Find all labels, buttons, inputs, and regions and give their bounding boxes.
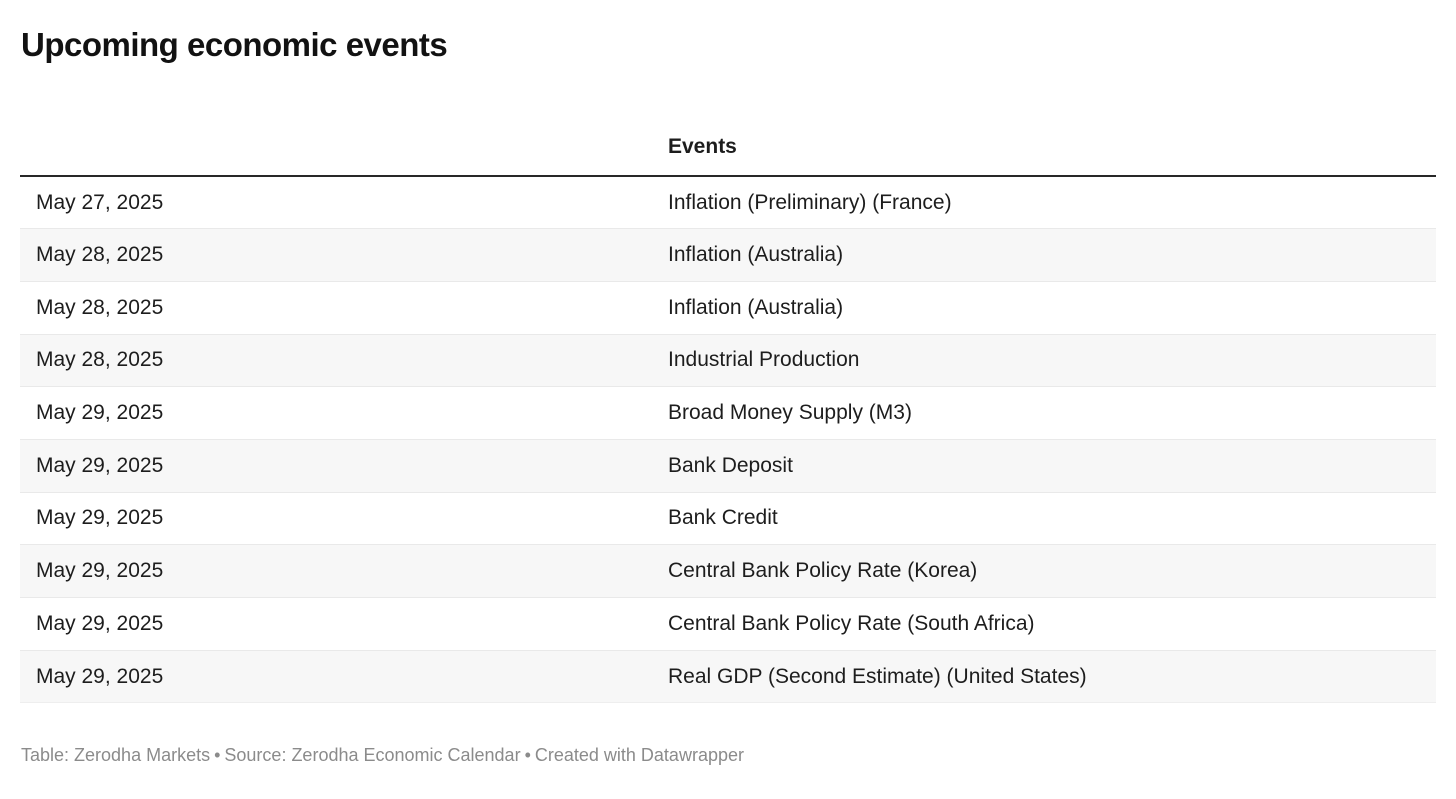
header-row: Events — [20, 108, 1436, 177]
table-header: Events — [20, 108, 1436, 177]
event-cell: Central Bank Policy Rate (South Africa) — [652, 597, 1436, 651]
event-cell: Inflation (Australia) — [652, 228, 1436, 282]
date-cell: May 29, 2025 — [20, 438, 652, 493]
date-cell: May 29, 2025 — [20, 491, 652, 545]
event-cell: Inflation (Preliminary) (France) — [668, 190, 952, 214]
page-title: Upcoming economic events — [21, 26, 448, 63]
date-cell: May 28, 2025 — [20, 280, 652, 335]
event-cell: Inflation (Australia) — [652, 280, 1436, 335]
date-cell: May 28, 2025 — [20, 228, 652, 282]
table-row: May 28, 2025 Industrial Production — [20, 333, 1436, 387]
table-row: May 29, 2025 Bank Deposit — [20, 438, 1436, 493]
table-row: May 28, 2025 Inflation (Australia) — [20, 280, 1436, 335]
date-cell: May 29, 2025 — [20, 649, 652, 704]
event-cell: Industrial Production — [652, 333, 1436, 387]
table-row: May 29, 2025 Central Bank Policy Rate (S… — [20, 597, 1436, 651]
table-credit: Table: Zerodha Markets — [21, 745, 211, 766]
date-cell: May 28, 2025 — [20, 333, 652, 387]
separator-bullet: • — [214, 745, 221, 766]
event-cell: Broad Money Supply (M3) — [652, 386, 1436, 440]
table-row: May 28, 2025 Inflation (Australia) — [20, 228, 1436, 282]
separator-bullet: • — [524, 745, 531, 766]
event-cell: Central Bank Policy Rate (Korea) — [652, 544, 1436, 598]
table-body: May 27, 2025 Inflation (Preliminary) (Fr… — [20, 176, 1436, 704]
event-cell: Bank Deposit — [652, 438, 1436, 493]
table-row: May 29, 2025 Real GDP (Second Estimate) … — [20, 649, 1436, 704]
event-cell: Real GDP (Second Estimate) (United State… — [652, 649, 1436, 704]
date-cell: May 29, 2025 — [20, 544, 652, 598]
date-cell: May 29, 2025 — [20, 386, 652, 440]
table-row: May 29, 2025 Central Bank Policy Rate (K… — [20, 544, 1436, 598]
date-cell: May 27, 2025 — [36, 190, 164, 214]
table-row: May 29, 2025 Bank Credit — [20, 491, 1436, 545]
table-row: May 29, 2025 Broad Money Supply (M3) — [20, 386, 1436, 440]
datawrapper-credit: Created with Datawrapper — [534, 745, 744, 766]
source-credit: Source: Zerodha Economic Calendar — [224, 745, 521, 766]
events-table: Events May 27, 2025 Inflation (Prelimina… — [20, 108, 1436, 704]
events-column-header: Events — [652, 108, 1436, 177]
table-row: May 27, 2025 Inflation (Preliminary) (Fr… — [20, 176, 1436, 229]
date-cell: May 29, 2025 — [20, 597, 652, 651]
event-cell: Bank Credit — [652, 491, 1436, 545]
attribution-footer: Table: Zerodha Markets • Source: Zerodha E… — [21, 744, 1436, 766]
chart-container: Upcoming economic events Events May 27, … — [0, 24, 1456, 766]
date-column-header — [20, 108, 652, 177]
